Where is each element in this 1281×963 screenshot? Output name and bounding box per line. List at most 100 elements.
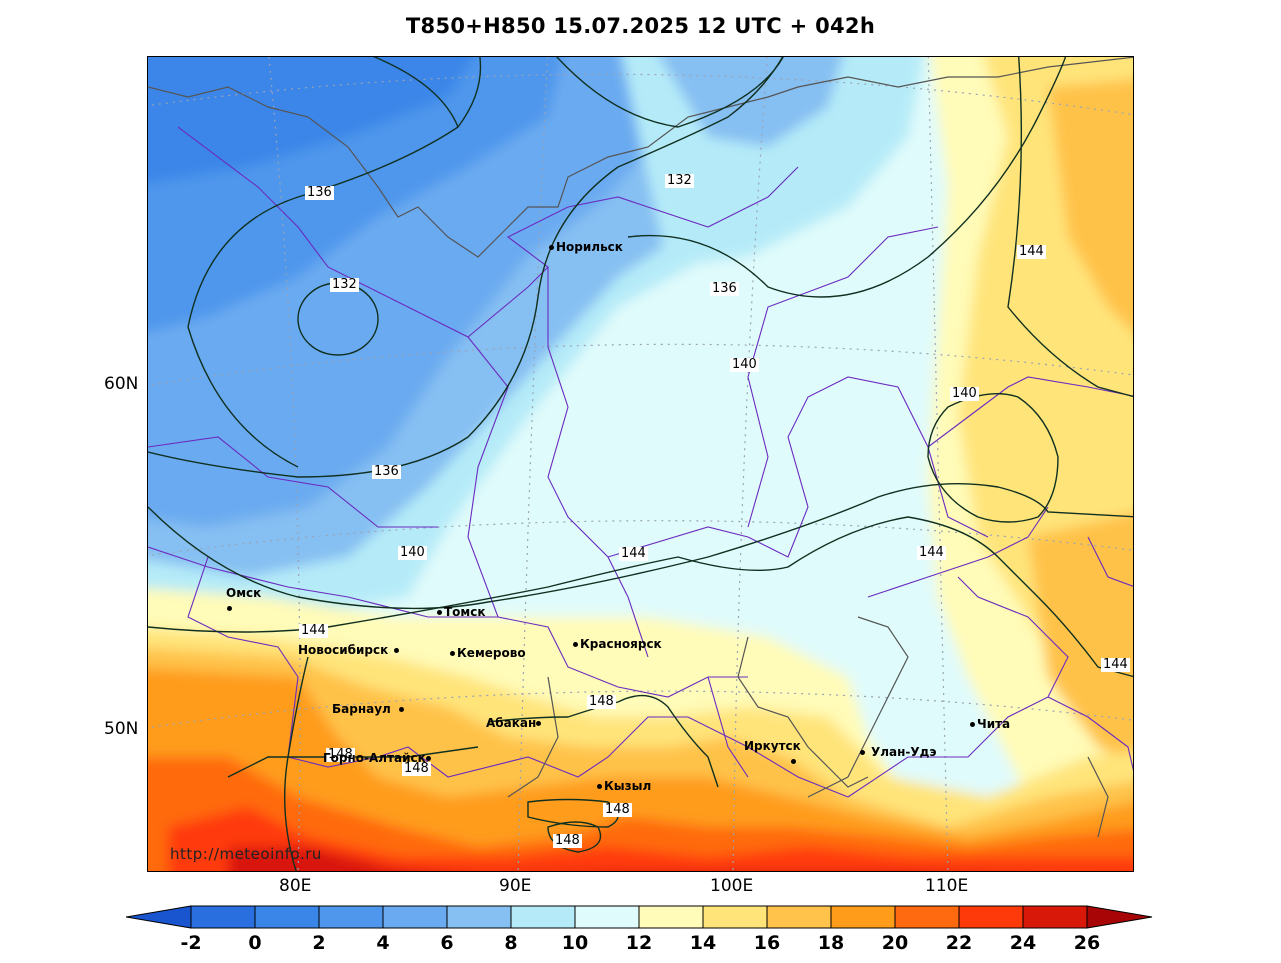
colorbar-segment — [766, 905, 832, 929]
city-dot — [437, 610, 442, 615]
colorbar-segment — [830, 905, 896, 929]
city-marker: Барнаул — [332, 702, 406, 716]
city-dot — [597, 784, 602, 789]
city-name: Иркутск — [744, 739, 801, 753]
city-dot — [398, 707, 404, 712]
colorbar-tick-label: 2 — [312, 932, 326, 954]
city-marker: Красноярск — [573, 637, 662, 651]
contour-label: 144 — [1017, 244, 1046, 259]
lat-label-60n: 60N — [104, 374, 139, 394]
city-dot — [573, 642, 578, 647]
colorbar-tick-label: 12 — [625, 932, 653, 954]
map-panel — [147, 56, 1134, 872]
contour-label: 144 — [1101, 657, 1130, 672]
colorbar-high-extension — [1086, 905, 1153, 929]
city-name: Кызыл — [604, 779, 652, 793]
colorbar-tick-label: 6 — [440, 932, 454, 954]
lon-label-80e: 80E — [279, 876, 312, 896]
city-name: Томск — [444, 605, 486, 619]
contour-label: 132 — [665, 173, 694, 188]
colorbar-segment — [894, 905, 960, 929]
city-dot — [549, 245, 554, 250]
colorbar-segment — [638, 905, 704, 929]
city-marker: Улан-Удэ — [860, 745, 936, 759]
contour-label: 144 — [619, 546, 648, 561]
contour-label: 148 — [326, 747, 355, 762]
city-marker: Чита — [970, 717, 1010, 731]
colorbar-low-extension — [126, 905, 192, 929]
colorbar-tick-label: 14 — [689, 932, 717, 954]
contour-label: 140 — [398, 545, 427, 560]
colorbar-segment — [1022, 905, 1088, 929]
city-dot — [860, 750, 865, 755]
colorbar-tick-label: 26 — [1073, 932, 1101, 954]
colorbar-tick-label: 0 — [248, 932, 262, 954]
colorbar-segment — [382, 905, 448, 929]
colorbar-tick-label: 10 — [561, 932, 589, 954]
contour-label: 136 — [710, 281, 739, 296]
city-dot — [394, 648, 400, 653]
coastlines — [148, 57, 1133, 838]
temperature-bands — [148, 57, 1133, 871]
colorbar-tick-label: 18 — [817, 932, 845, 954]
city-name: Красноярск — [580, 637, 662, 651]
city-dot — [791, 754, 797, 764]
map-title: T850+H850 15.07.2025 12 UTC + 042h — [405, 14, 876, 38]
city-marker: Томск — [437, 605, 486, 619]
colorbar-tick-label: 24 — [1009, 932, 1037, 954]
lon-label-90e: 90E — [499, 876, 532, 896]
city-name: Новосибирск — [298, 643, 389, 657]
watermark-url: http://meteoinfo.ru — [170, 845, 322, 863]
colorbar-segment — [574, 905, 640, 929]
contour-label: 148 — [402, 761, 431, 776]
city-name: Абакан — [486, 716, 537, 730]
city-name: Улан-Удэ — [871, 745, 937, 759]
city-marker: Иркутск — [744, 739, 801, 753]
contour-label: 140 — [730, 357, 759, 372]
colorbar-segment — [254, 905, 320, 929]
city-name: Кемерово — [457, 646, 526, 660]
city-dot — [450, 651, 455, 656]
city-name: Чита — [977, 717, 1011, 731]
contour-label: 144 — [299, 623, 328, 638]
temperature-field — [148, 57, 1133, 871]
region-borders — [148, 126, 1133, 798]
contour-label: 136 — [305, 185, 334, 200]
colorbar-tick-label: 22 — [945, 932, 973, 954]
contour-label: 144 — [917, 545, 946, 560]
city-name: Омск — [226, 586, 262, 600]
colorbar-tick-label: 8 — [504, 932, 518, 954]
temperature-colorbar — [126, 905, 1153, 929]
colorbar-tick-label: 16 — [753, 932, 781, 954]
city-marker: Новосибирск — [298, 643, 401, 657]
contour-label: 140 — [950, 386, 979, 401]
city-marker: Кызыл — [597, 779, 651, 793]
city-dot — [227, 601, 233, 611]
city-marker: Кемерово — [450, 646, 526, 660]
colorbar-segment — [702, 905, 768, 929]
colorbar-segment — [958, 905, 1024, 929]
colorbar-tick-label: 4 — [376, 932, 390, 954]
city-name: Барнаул — [332, 702, 391, 716]
lon-label-100e: 100E — [710, 876, 754, 896]
contour-label: 148 — [587, 694, 616, 709]
colorbar-segment — [510, 905, 576, 929]
contour-label: 148 — [553, 833, 582, 848]
colorbar-segment — [446, 905, 512, 929]
city-dot — [536, 721, 542, 726]
contour-label: 148 — [603, 802, 632, 817]
lat-label-50n: 50N — [104, 719, 139, 739]
city-name: Горно-Алтайск — [323, 751, 426, 765]
city-dot — [425, 756, 431, 761]
colorbar-tick-label: 20 — [881, 932, 909, 954]
colorbar-segment — [190, 905, 256, 929]
colorbar-segment — [318, 905, 384, 929]
height-contours — [148, 57, 1133, 871]
city-name: Норильск — [556, 240, 623, 254]
contour-label: 132 — [330, 277, 359, 292]
contour-label: 136 — [372, 464, 401, 479]
city-marker: Абакан — [486, 716, 543, 730]
city-marker: Горно-Алтайск — [323, 751, 433, 765]
colorbar-tick-label: -2 — [180, 932, 202, 954]
city-marker: Омск — [226, 586, 261, 600]
